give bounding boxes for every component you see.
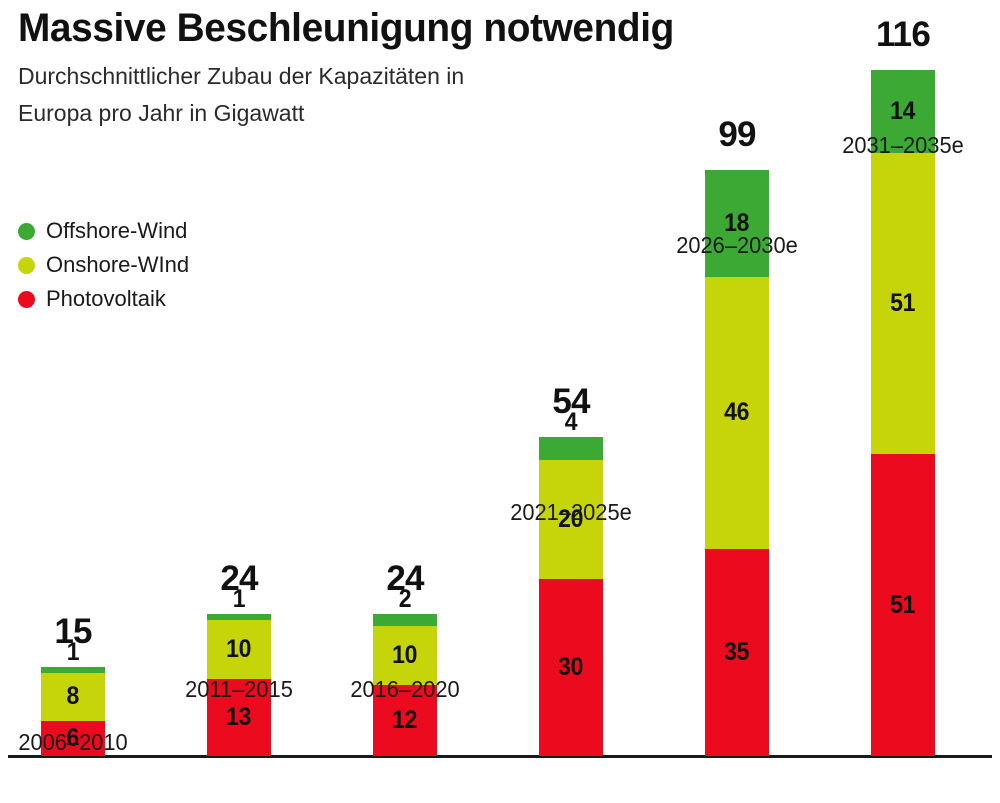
chart-header: Massive Beschleunigung notwendig Durchsc… xyxy=(18,0,978,132)
x-axis-label: 2031–2035e xyxy=(842,131,964,158)
x-axis-label: 2021–2025e xyxy=(510,498,632,525)
bar-segment-offshore-wind[interactable]: 14 xyxy=(871,69,935,153)
x-axis-label: 2006–2010 xyxy=(18,729,128,756)
bar-segment-photovoltaik[interactable]: 13 xyxy=(207,679,271,756)
legend-item-offshore-wind[interactable]: Offshore-Wind xyxy=(18,214,189,248)
legend-label-photovoltaik: Photovoltaik xyxy=(46,286,166,311)
bar-total-label: 24 xyxy=(386,559,424,599)
chart-subtitle-line-1: Durchschnittlicher Zubau der Kapazitäten… xyxy=(18,63,465,89)
chart-legend: Offshore-Wind Onshore-WInd Photovoltaik xyxy=(18,214,189,316)
bar-segment-value: 12 xyxy=(392,706,418,735)
chart-subtitle-line-2: Europa pro Jahr in Gigawatt xyxy=(18,100,305,126)
bar-segment-value: 6 xyxy=(66,723,80,752)
x-axis-label: 2026–2030e xyxy=(676,232,798,259)
legend-dot-icon xyxy=(18,256,35,274)
legend-dot-icon xyxy=(18,290,35,308)
bar-stack: 14 51 51 xyxy=(871,69,935,756)
bar-segment-offshore-wind[interactable]: 18 xyxy=(705,170,769,277)
bar-group[interactable]: 18 46 35 99 2026–2030e xyxy=(676,117,798,756)
bar-segment-photovoltaik[interactable]: 30 xyxy=(539,578,603,756)
bar-stack: 1 10 13 xyxy=(207,587,271,756)
bar-segment-value: 46 xyxy=(724,398,750,427)
bar-segment-photovoltaik[interactable]: 6 xyxy=(41,720,105,756)
bar-segment-offshore-wind[interactable]: 1 xyxy=(207,587,271,620)
legend-label-offshore-wind: Offshore-Wind xyxy=(46,218,188,243)
bar-total-label: 15 xyxy=(54,612,92,652)
bar-stack: 2 10 12 xyxy=(373,587,437,756)
bar-stack: 4 20 30 xyxy=(539,409,603,756)
bar-group[interactable]: 1 10 13 24 2011–2015 xyxy=(185,561,293,756)
bar-segment-value: 1 xyxy=(66,638,80,667)
bar-group[interactable]: 14 51 51 116 2031–2035e xyxy=(842,17,964,756)
bar-segment-photovoltaik[interactable]: 35 xyxy=(705,548,769,756)
legend-dot-icon xyxy=(18,222,35,240)
x-axis-label: 2011–2015 xyxy=(185,676,293,703)
bar-segment-value: 51 xyxy=(890,590,916,619)
bar-segment-value: 35 xyxy=(724,637,750,666)
bar-segment-value: 4 xyxy=(564,407,578,436)
bar-segment-value: 20 xyxy=(558,504,584,533)
bar-segment-photovoltaik[interactable]: 51 xyxy=(871,454,935,756)
bar-segment-onshore-wind[interactable]: 8 xyxy=(41,673,105,721)
bar-segment-photovoltaik[interactable]: 12 xyxy=(373,685,437,756)
bar-segment-onshore-wind[interactable]: 46 xyxy=(705,276,769,549)
page-title: Massive Beschleunigung notwendig xyxy=(18,6,674,50)
x-axis-baseline xyxy=(8,755,992,758)
bar-total-label: 116 xyxy=(875,14,931,54)
bar-segment-onshore-wind[interactable]: 20 xyxy=(539,460,603,579)
bar-group[interactable]: 1 8 6 15 2006–2010 xyxy=(18,614,128,756)
bar-segment-value: 8 xyxy=(66,682,80,711)
bar-segment-value: 10 xyxy=(226,635,252,664)
bar-segment-offshore-wind[interactable]: 2 xyxy=(373,587,437,626)
bar-segment-value: 14 xyxy=(890,96,916,125)
bar-total-label: 99 xyxy=(718,115,756,155)
bar-total-label: 24 xyxy=(220,559,258,599)
bar-group[interactable]: 2 10 12 24 2016–2020 xyxy=(350,561,460,756)
bar-segment-value: 2 xyxy=(398,585,412,614)
bar-segment-onshore-wind[interactable]: 10 xyxy=(207,619,271,680)
bar-segment-value: 13 xyxy=(226,703,252,732)
bar-segment-onshore-wind[interactable]: 10 xyxy=(373,625,437,686)
bar-segment-offshore-wind[interactable]: 4 xyxy=(539,409,603,461)
bar-segment-value: 18 xyxy=(724,209,750,238)
bar-group[interactable]: 4 20 30 54 2021–2025e xyxy=(510,384,632,756)
bar-segment-value: 30 xyxy=(558,652,584,681)
legend-item-onshore-wind[interactable]: Onshore-WInd xyxy=(18,248,189,282)
legend-item-photovoltaik[interactable]: Photovoltaik xyxy=(18,282,189,316)
legend-label-onshore-wind: Onshore-WInd xyxy=(46,252,190,277)
bar-segment-offshore-wind[interactable]: 1 xyxy=(41,640,105,674)
x-axis-label: 2016–2020 xyxy=(350,676,460,703)
bar-segment-onshore-wind[interactable]: 51 xyxy=(871,152,935,455)
bar-stack: 18 46 35 xyxy=(705,170,769,756)
chart-subtitle: Durchschnittlicher Zubau der Kapazitäten… xyxy=(18,58,978,132)
bar-segment-value: 51 xyxy=(890,289,916,318)
bar-total-label: 54 xyxy=(552,381,590,421)
bar-segment-value: 10 xyxy=(392,640,418,669)
bar-stack: 1 8 6 xyxy=(41,640,105,756)
bar-segment-value: 1 xyxy=(232,585,246,614)
